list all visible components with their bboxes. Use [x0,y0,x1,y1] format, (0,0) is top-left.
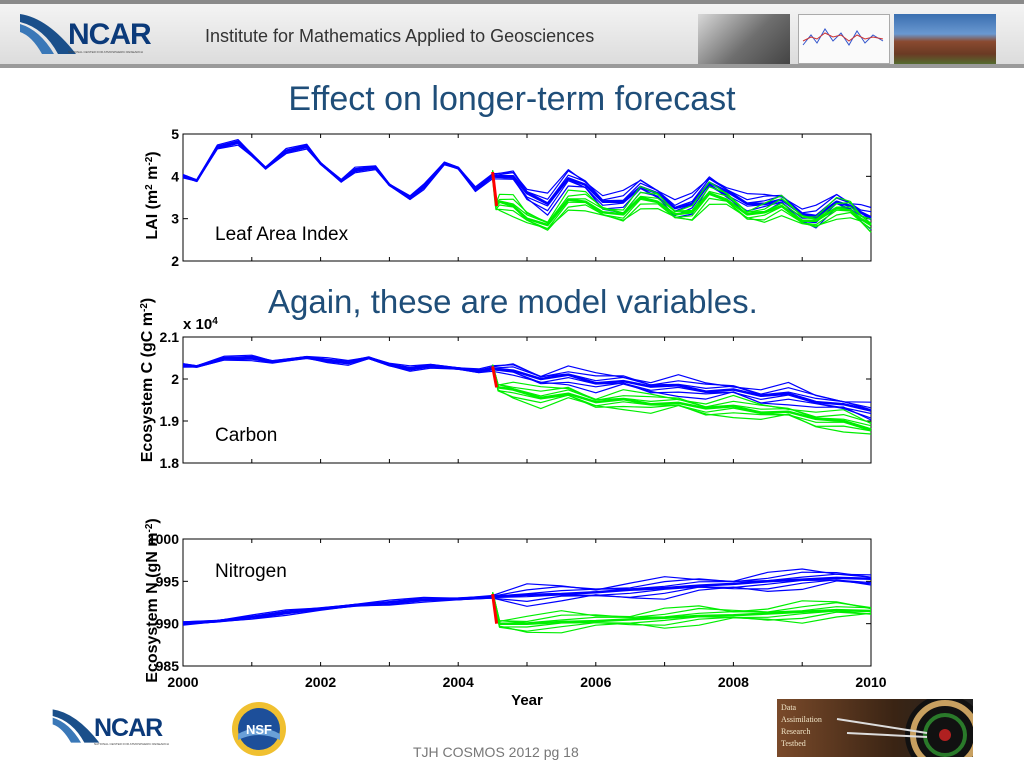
y-axis-label: Ecosystem N (gN m-2) [144,518,162,683]
series-line-ensemble [182,139,872,210]
series-line-ensemble [182,140,872,214]
footer-ncar-swoosh-icon [52,709,100,743]
y-tick-label: 985 [156,658,180,674]
slide-title: Effect on longer-term forecast [288,80,736,118]
x-tick-label: 2002 [305,674,336,690]
series-line-assimilation [491,593,499,624]
y-tick-label: 1000 [148,531,179,547]
ncar-logo-text: NCAR [68,18,152,51]
series-line-forecast [492,364,872,425]
footer-ncar-logo-text: NCAR [94,714,163,742]
series-line-forecast [492,592,872,623]
dart-logo-line: Testbed [781,739,806,748]
y-tick-label: 1.9 [160,413,180,429]
series-line-forecast [492,366,872,432]
series-line-ensemble [182,568,872,623]
y-scale-label: x 104 [183,316,218,334]
series-line-forecast [491,366,872,431]
y-tick-label: 1.8 [160,455,180,471]
footer-ncar-logo-subtext: NATIONAL CENTER FOR ATMOSPHERIC RESEARCH [94,742,169,746]
series-line-assimilation [491,366,499,388]
ncar-swoosh-icon [20,14,76,54]
y-tick-label: 2.1 [160,329,180,345]
series-line-forecast [492,592,872,624]
slide-subtitle: Again, these are model variables. [268,283,758,320]
series-line-ensemble [182,571,872,623]
nsf-logo-text: NSF [246,722,272,737]
header-title: Institute for Mathematics Applied to Geo… [205,26,595,46]
series-line-forecast [491,171,872,227]
ncar-logo: NCAR NATIONAL CENTER FOR ATMOSPHERIC RES… [18,10,188,60]
series-line-forecast [492,592,872,623]
series-line-assimilation [491,171,499,207]
footer-caption: TJH COSMOS 2012 pg 18 [413,744,579,760]
series-line-forecast [492,594,872,632]
y-tick-label: 995 [156,573,180,589]
series-line-forecast [492,172,872,230]
y-tick-label: 4 [171,168,179,184]
dart-logo: Data Assimilation Research Testbed [777,699,973,757]
y-tick-label: 990 [156,616,180,632]
x-tick-label: 2010 [855,674,886,690]
chart-panel-1: 2 3 4 5 Leaf Area Index LAI (m2 m-2) [144,126,872,269]
panel-annotation: Nitrogen [215,561,287,582]
y-axis-label: Ecosystem C (gC m-2) [139,298,157,463]
dart-logo-line: Assimilation [781,715,822,724]
nsf-logo: NSF [230,700,288,758]
series-line-forecast [491,593,872,625]
chart-panel-3: 985 990 995 1000 2000 2002 2004 2006 2008 2010 Nit… [144,518,887,709]
chart-panel-2: 1.8 1.9 2 2.1 Carbon Ecosystem C (gC m-2) x 10… [139,298,872,471]
y-tick-label: 3 [171,211,179,227]
timeseries-thumbnail [798,14,890,64]
footer-ncar-logo: NCAR NATIONAL CENTER FOR ATMOSPHERIC RES… [50,706,200,750]
x-tick-label: 2006 [580,674,611,690]
hand-chalkboard-photo [698,14,790,64]
panel-annotation: Leaf Area Index [215,224,349,245]
series-line-ensemble [182,580,872,626]
y-tick-label: 2 [171,253,179,269]
dart-logo-text: Data Assimilation Research Testbed [781,702,822,750]
y-axis-label: LAI (m2 m-2) [144,151,162,239]
panel-annotation: Carbon [215,425,277,446]
building-photo [894,14,996,64]
series-line-forecast [492,594,872,628]
dart-logo-line: Data [781,703,797,712]
ncar-logo-subtext: NATIONAL CENTER FOR ATMOSPHERIC RESEARCH [68,50,143,54]
y-tick-label: 5 [171,126,179,142]
x-axis-label: Year [511,692,543,709]
x-tick-label: 2004 [443,674,474,690]
header-banner: NCAR NATIONAL CENTER FOR ATMOSPHERIC RES… [0,0,1024,68]
dart-logo-line: Research [781,727,811,736]
series-line-ensemble [182,573,872,624]
y-tick-label: 2 [171,371,179,387]
series-line-forecast [492,170,872,223]
series-line-forecast [492,595,872,634]
series-line-forecast [492,366,872,432]
series-line-forecast [492,170,872,224]
x-tick-label: 2000 [167,674,198,690]
x-tick-label: 2008 [718,674,749,690]
series-line-ensemble [182,576,872,625]
dartboard-icon [836,699,973,757]
plot-frame [182,538,872,667]
